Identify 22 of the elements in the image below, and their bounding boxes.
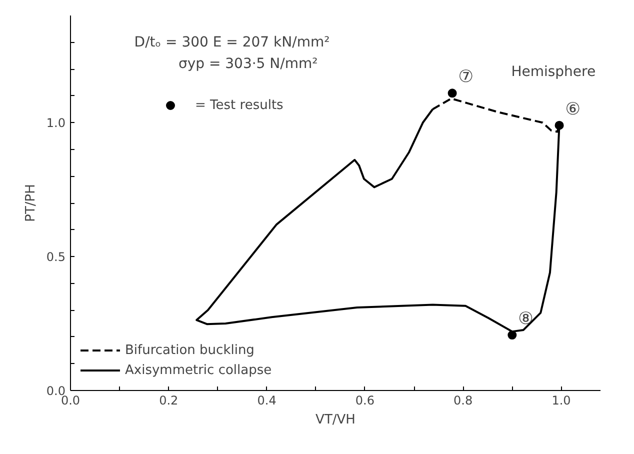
x-tick-label: 0.6: [355, 394, 374, 408]
x-tick-label: 1.0: [552, 394, 571, 408]
annotation: ⑦: [458, 67, 474, 88]
y-tick-label: 1.0: [46, 116, 66, 130]
annotation: Hemisphere: [511, 64, 596, 80]
legend-label: Bifurcation buckling: [125, 342, 254, 358]
legend-label: Axisymmetric collapse: [125, 362, 272, 378]
point: [508, 330, 517, 340]
x-tick-label: 0.2: [159, 394, 178, 408]
point: [448, 88, 457, 98]
point: [554, 120, 564, 130]
annotation: ⑥: [565, 99, 581, 120]
y-tick-label: 0.5: [46, 250, 66, 264]
x-tick-label: 0.8: [454, 394, 473, 408]
x-tick-label: 0.4: [257, 394, 276, 408]
annotation: ⑧: [518, 309, 534, 330]
legend-label: = Test results: [195, 98, 284, 112]
annotation: D/tₒ = 300 E = 207 kN/mm²: [134, 34, 330, 50]
y-axis-title: PT/PH: [23, 184, 38, 222]
x-axis-title: VT/VH: [316, 412, 356, 428]
annotation: σyp = 303·5 N/mm²: [178, 56, 318, 72]
x-tick-label: 0.0: [60, 394, 80, 408]
